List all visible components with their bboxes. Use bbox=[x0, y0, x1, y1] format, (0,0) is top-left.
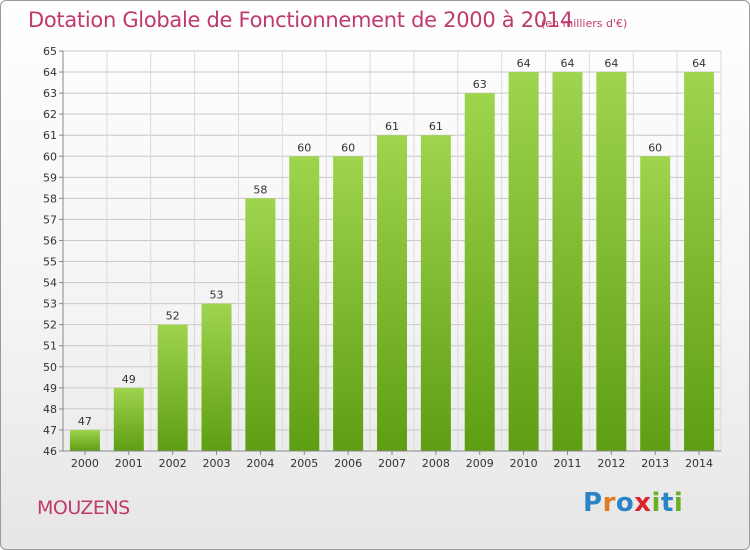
y-tick-label: 55 bbox=[43, 256, 57, 269]
bar bbox=[69, 429, 100, 451]
bar bbox=[596, 72, 627, 451]
bar bbox=[684, 72, 715, 451]
commune-name: MOUZENS bbox=[37, 497, 130, 519]
y-tick-label: 53 bbox=[43, 298, 57, 311]
y-tick-label: 58 bbox=[43, 192, 57, 205]
bar bbox=[289, 156, 320, 451]
x-tick-label: 2000 bbox=[71, 457, 99, 470]
bar bbox=[377, 135, 407, 452]
proxiti-logo: Proxiti bbox=[583, 488, 683, 518]
y-tick-label: 62 bbox=[43, 108, 57, 121]
bar bbox=[157, 324, 188, 451]
y-tick-label: 57 bbox=[43, 213, 57, 226]
logo-letter: i bbox=[673, 488, 684, 518]
chart-unit-subtitle: (en milliers d'€) bbox=[541, 17, 628, 30]
x-tick-label: 2008 bbox=[422, 457, 450, 470]
x-tick-label: 2009 bbox=[466, 457, 494, 470]
data-label: 61 bbox=[385, 120, 399, 133]
logo-letter: x bbox=[634, 488, 652, 518]
data-label: 53 bbox=[210, 289, 224, 302]
x-tick-label: 2010 bbox=[510, 457, 538, 470]
x-tick-label: 2002 bbox=[159, 457, 187, 470]
y-tick-label: 48 bbox=[43, 403, 57, 416]
x-tick-label: 2012 bbox=[597, 457, 625, 470]
y-tick-label: 46 bbox=[43, 445, 57, 458]
data-label: 64 bbox=[604, 57, 618, 70]
data-label: 58 bbox=[253, 183, 267, 196]
logo-letter: P bbox=[583, 488, 603, 518]
x-tick-label: 2006 bbox=[334, 457, 362, 470]
y-tick-label: 47 bbox=[43, 424, 57, 437]
bar bbox=[245, 198, 276, 451]
data-label: 63 bbox=[473, 78, 487, 91]
data-label: 64 bbox=[692, 57, 706, 70]
x-tick-label: 2004 bbox=[246, 457, 274, 470]
data-labels: 47 49 52 53 58 60 60 61 61 63 64 64 64 60 64 bbox=[78, 57, 706, 428]
data-label: 60 bbox=[648, 141, 662, 154]
logo-letter: r bbox=[602, 488, 616, 518]
y-tick-label: 50 bbox=[43, 361, 57, 374]
chart-title: Dotation Globale de Fonctionnement de 20… bbox=[28, 8, 573, 32]
bar bbox=[508, 72, 539, 451]
bar bbox=[333, 156, 364, 451]
y-tick-label: 64 bbox=[43, 66, 57, 79]
logo-letter: t bbox=[660, 488, 674, 518]
logo-letter: i bbox=[651, 488, 661, 518]
x-tick-labels: 2000 2001 2002 2003 2004 2005 2006 2007 2008 2009… bbox=[71, 457, 713, 470]
bar bbox=[464, 93, 495, 452]
y-tick-label: 56 bbox=[43, 234, 57, 247]
x-tick-label: 2001 bbox=[115, 457, 143, 470]
data-label: 60 bbox=[297, 141, 311, 154]
bar bbox=[640, 156, 671, 451]
bar bbox=[201, 303, 232, 451]
y-tick-label: 61 bbox=[43, 129, 57, 142]
bars bbox=[69, 72, 715, 452]
y-tick-labels: 46 47 48 49 50 51 52 53 54 55 56 57 58 59 60 61 62 63 64 65 bbox=[43, 45, 57, 458]
x-tick-label: 2014 bbox=[685, 457, 713, 470]
data-label: 64 bbox=[517, 57, 531, 70]
y-tick-label: 65 bbox=[43, 45, 57, 58]
y-tick-label: 63 bbox=[43, 87, 57, 100]
bar bbox=[420, 135, 451, 452]
x-tick-label: 2007 bbox=[378, 457, 406, 470]
axes bbox=[59, 50, 721, 455]
bar bbox=[113, 387, 144, 451]
data-label: 52 bbox=[166, 310, 180, 323]
logo-letter: o bbox=[615, 488, 635, 518]
y-tick-label: 54 bbox=[43, 277, 57, 290]
x-tick-label: 2003 bbox=[203, 457, 231, 470]
y-tick-label: 52 bbox=[43, 319, 57, 332]
y-tick-label: 51 bbox=[43, 340, 57, 353]
bar bbox=[552, 72, 583, 451]
x-tick-label: 2011 bbox=[553, 457, 581, 470]
y-tick-label: 60 bbox=[43, 150, 57, 163]
x-tick-label: 2005 bbox=[290, 457, 318, 470]
data-label: 60 bbox=[341, 141, 355, 154]
x-tick-label: 2013 bbox=[641, 457, 669, 470]
data-label: 61 bbox=[429, 120, 443, 133]
data-label: 64 bbox=[560, 57, 574, 70]
data-label: 47 bbox=[78, 415, 92, 428]
y-tick-label: 49 bbox=[43, 382, 57, 395]
data-label: 49 bbox=[122, 373, 136, 386]
y-tick-label: 59 bbox=[43, 171, 57, 184]
